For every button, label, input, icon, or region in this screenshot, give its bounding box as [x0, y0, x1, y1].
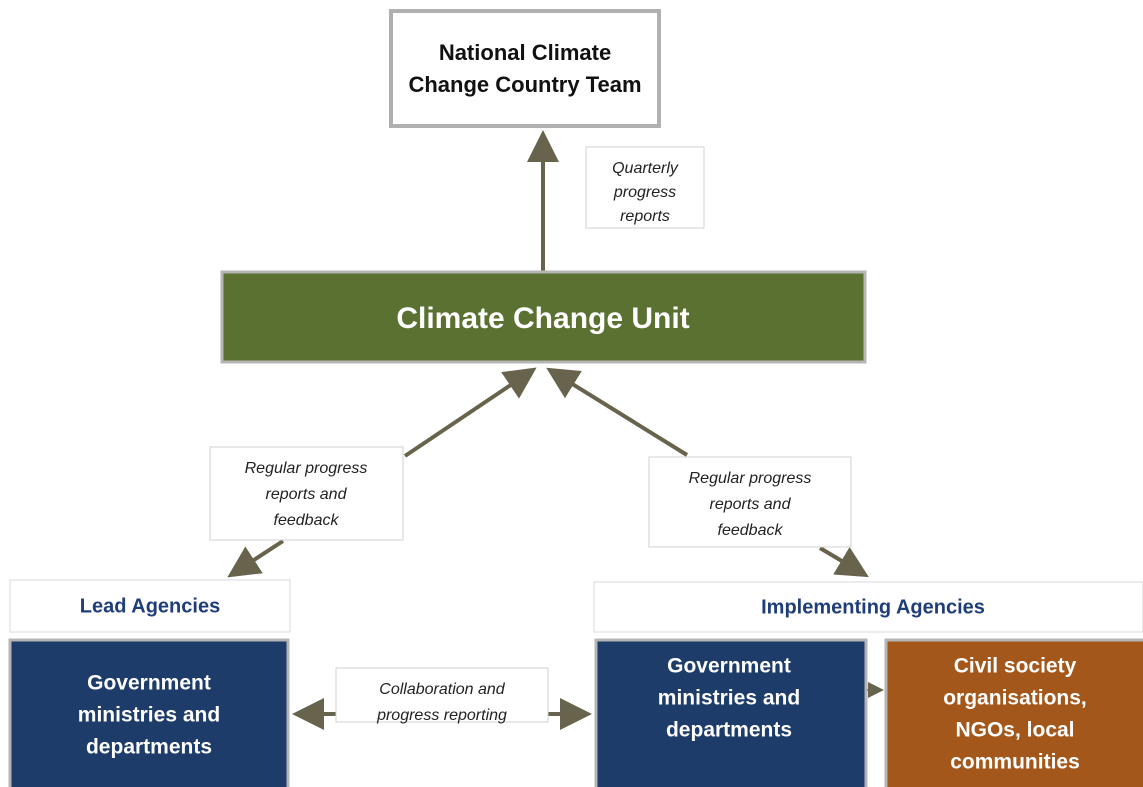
node-label: Civil society: [954, 655, 1077, 678]
node-box: [389, 9, 661, 128]
edge-label: reports and: [710, 496, 792, 513]
edge-label-box: [335, 667, 549, 723]
node-label: Climate Change Unit: [396, 302, 689, 335]
edge-label: Regular progress: [689, 470, 812, 487]
node-label: NGOs, local: [955, 719, 1074, 742]
edge-label: Collaboration and: [379, 681, 506, 698]
node-box: [8, 638, 290, 787]
edge-label: feedback: [274, 512, 340, 529]
node-label: Government: [87, 672, 211, 695]
node-box: [884, 638, 1143, 787]
arrow: [227, 539, 285, 578]
node-box: [220, 270, 867, 364]
edge-label: Regular progress: [245, 460, 368, 477]
edge-label: Quarterly: [612, 160, 679, 177]
edge-label: feedback: [718, 522, 784, 539]
node-label: ministries and: [78, 704, 220, 727]
edge-label-box: [585, 146, 705, 229]
edge-label: reports and: [266, 486, 348, 503]
node-label: National Climate: [439, 40, 611, 65]
node-label: Change Country Team: [408, 72, 641, 97]
edge-label-box: [209, 446, 404, 541]
node-label: Government: [667, 655, 791, 678]
edge-label-box: [648, 456, 852, 548]
arrow: [403, 367, 537, 458]
node-label: Implementing Agencies: [761, 596, 985, 618]
node-label: organisations,: [943, 687, 1087, 710]
node-label: ministries and: [658, 687, 800, 710]
node-label: departments: [666, 719, 792, 742]
node-box: [594, 638, 868, 787]
node-label: Lead Agencies: [80, 595, 220, 617]
node-box: [9, 579, 291, 633]
node-label: communities: [950, 751, 1080, 774]
arrow: [546, 367, 689, 457]
node-box: [593, 581, 1143, 633]
edge-label: progress reporting: [376, 707, 507, 724]
arrow: [818, 546, 869, 578]
node-label: departments: [86, 736, 212, 759]
edge-label: reports: [620, 208, 670, 225]
edge-label: progress: [613, 184, 676, 201]
